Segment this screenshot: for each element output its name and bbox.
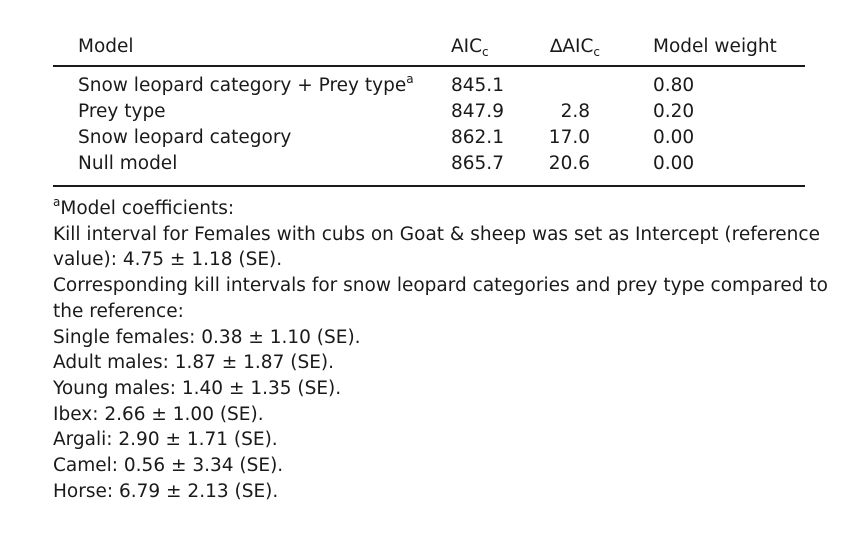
row-aic: 845.1 [451,75,504,96]
model-selection-table: Model AICc ∆AICc Model weight Snow leopa… [53,34,805,187]
row-delta-aic: 20.6 [548,153,590,174]
footnote-line: Camel: 0.56 ± 3.34 (SE). [53,455,284,477]
table-bottom-rule [53,185,805,187]
footnote-line: Adult males: 1.87 ± 1.87 (SE). [53,352,334,374]
row-weight: 0.80 [653,75,695,96]
footnote-line: Ibex: 2.66 ± 1.00 (SE). [53,403,264,425]
table-body: Snow leopard category + Prey typea 845.1… [53,73,805,177]
row-delta-aic: 2.8 [560,101,590,122]
row-model: Prey type [78,101,166,122]
table-row: Prey type 847.9 2.8 0.20 [53,99,805,125]
table-row: Snow leopard category + Prey typea 845.1… [53,73,805,99]
row-weight: 0.00 [653,127,695,148]
row-aic: 847.9 [451,101,504,122]
footnote-line: the reference: [53,300,184,322]
footnote-line: value): 4.75 ± 1.18 (SE). [53,249,283,271]
row-weight: 0.00 [653,153,695,174]
footnote-line: Kill interval for Females with cubs on G… [53,223,820,245]
footnote-title: aModel coefficients: [53,195,235,219]
header-aic: AICc [451,36,489,59]
table-row: Snow leopard category 862.1 17.0 0.00 [53,125,805,151]
header-delta-aic: ∆AICc [550,36,601,59]
row-aic: 862.1 [451,127,504,148]
table-row: Null model 865.7 20.6 0.00 [53,151,805,177]
table-header-row: Model AICc ∆AICc Model weight [53,34,805,62]
footnote-line: Single females: 0.38 ± 1.10 (SE). [53,326,361,348]
table-footnote: aModel coefficients: Kill interval for F… [53,195,828,504]
header-rule [53,65,805,67]
footnote-line: Horse: 6.79 ± 2.13 (SE). [53,480,279,502]
footnote-line: Argali: 2.90 ± 1.71 (SE). [53,429,278,451]
row-weight: 0.20 [653,101,695,122]
row-model: Null model [78,153,178,174]
header-model-weight: Model weight [653,36,777,57]
footnote-line: Corresponding kill intervals for snow le… [53,275,828,297]
footnote-line: Young males: 1.40 ± 1.35 (SE). [53,377,342,399]
header-model: Model [78,36,134,57]
row-aic: 865.7 [451,153,504,174]
row-model: Snow leopard category [78,127,292,148]
row-delta-aic: 17.0 [548,127,590,148]
row-model: Snow leopard category + Prey typea [78,72,414,96]
